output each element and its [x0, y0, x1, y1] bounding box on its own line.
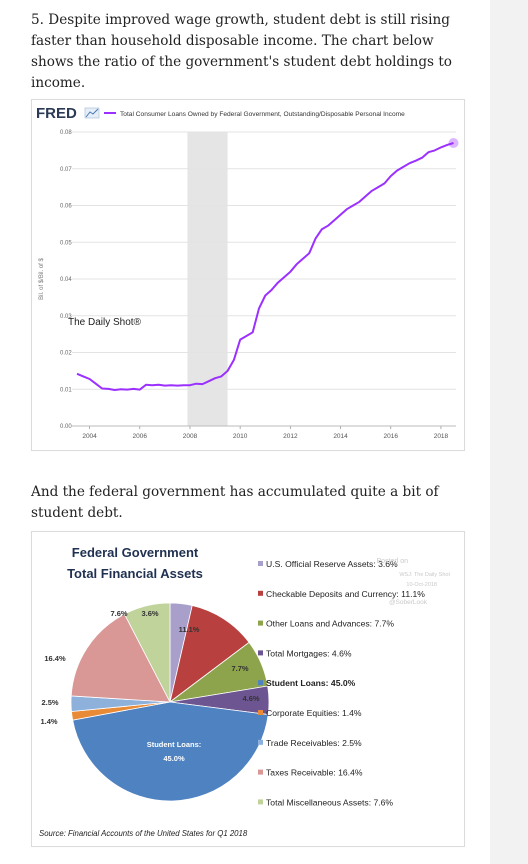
- y-tick-label: 0.05: [60, 240, 72, 246]
- y-tick-label: 0.07: [60, 167, 72, 173]
- legend-entry: Corporate Equities: 1.4%: [266, 708, 362, 718]
- federal-assets-pie-chart: Federal Government Total Financial Assets…: [38, 545, 450, 838]
- watermark-wsj: WSJ: The Daily Shot: [399, 572, 450, 578]
- legend-swatch: [258, 769, 263, 775]
- slice-label: 7.7%: [231, 664, 248, 673]
- slice-label: 2.5%: [41, 698, 58, 707]
- x-tick-label: 2006: [133, 433, 148, 440]
- y-tick-label: 0.03: [60, 314, 72, 320]
- series-line: [76, 142, 454, 391]
- legend-entry: Total Miscellaneous Assets: 7.6%: [266, 797, 393, 807]
- slice-label: 45.0%: [163, 754, 185, 763]
- daily-shot-watermark: The Daily Shot®: [68, 317, 142, 328]
- article-page: 5. Despite improved wage growth, student…: [0, 0, 490, 864]
- x-tick-label: 2010: [233, 433, 248, 440]
- pie-slice: [72, 701, 269, 802]
- pie-slice: [123, 602, 171, 703]
- legend-entry: Checkable Deposits and Currency: 11.1%: [266, 589, 425, 599]
- y-tick-label: 0.01: [60, 387, 72, 393]
- x-tick-label: 2008: [183, 433, 198, 440]
- legend-swatch: [258, 561, 263, 566]
- legend-entry: Student Loans: 45.0%: [266, 678, 356, 688]
- y-tick-label: 0.02: [60, 351, 72, 357]
- y-axis-label: Bil. of $/Bil. of $: [39, 257, 45, 299]
- watermark-posted: Posted on: [376, 558, 408, 565]
- legend-label: Total Consumer Loans Owned by Federal Go…: [120, 111, 405, 118]
- fred-logo-text: FRED: [36, 105, 77, 122]
- fred-logo-chart-icon: [84, 107, 100, 119]
- intro-paragraph: 5. Despite improved wage growth, student…: [31, 12, 452, 91]
- legend-swatch: [258, 799, 263, 805]
- y-tick-label: 0.06: [60, 204, 72, 210]
- legend-entry: Taxes Receivable: 16.4%: [266, 768, 363, 778]
- legend-swatch: [258, 710, 263, 715]
- watermark-date: 10-Oct-2018: [406, 582, 437, 588]
- pie-title-line2: Total Financial Assets: [67, 566, 203, 581]
- x-tick-label: 2014: [333, 433, 348, 440]
- legend-entry: U.S. Official Reserve Assets: 3.6%: [266, 559, 398, 569]
- slice-label: 7.6%: [110, 609, 127, 618]
- legend-swatch: [258, 680, 263, 686]
- legend-swatch: [258, 650, 263, 656]
- fred-chart-figure: FRED Total Consumer Loans Owned by Federa…: [31, 99, 465, 451]
- slice-label: 16.4%: [44, 654, 66, 663]
- pie-title-line1: Federal Government: [72, 545, 199, 560]
- slice-label: 3.6%: [141, 609, 158, 618]
- y-tick-label: 0.08: [60, 130, 72, 136]
- x-tick-label: 2004: [82, 433, 97, 440]
- label-box: [38, 698, 66, 708]
- watermark-handle: @SoberLook: [389, 599, 428, 606]
- x-tick-label: 2012: [283, 433, 298, 440]
- pie-chart-figure: Federal Government Total Financial Assets…: [31, 531, 465, 847]
- legend-entry: Total Mortgages: 4.6%: [266, 648, 352, 658]
- label-box: [38, 717, 60, 727]
- legend-swatch: [258, 739, 263, 745]
- slice-label: 11.1%: [179, 625, 200, 634]
- legend-entry: Trade Receivables: 2.5%: [266, 738, 362, 748]
- second-paragraph: And the federal government has accumulat…: [31, 484, 439, 521]
- x-tick-label: 2018: [434, 433, 449, 440]
- pie-slice: [169, 605, 250, 703]
- slice-label: Student Loans:: [147, 740, 202, 749]
- fred-line-chart: FRED Total Consumer Loans Owned by Federa…: [36, 105, 459, 440]
- y-tick-label: 0.04: [60, 277, 72, 283]
- slice-label: 4.6%: [242, 694, 259, 703]
- pie-source-note: Source: Financial Accounts of the United…: [39, 829, 248, 838]
- y-tick-label: 0.00: [60, 424, 72, 430]
- legend-swatch: [258, 620, 263, 626]
- x-tick-label: 2016: [384, 433, 399, 440]
- legend-entry: Other Loans and Advances: 7.7%: [266, 619, 394, 629]
- last-point-marker: [448, 138, 459, 149]
- legend-swatch: [258, 590, 263, 596]
- pie-slice: [70, 613, 171, 703]
- slice-label: 1.4%: [40, 717, 57, 726]
